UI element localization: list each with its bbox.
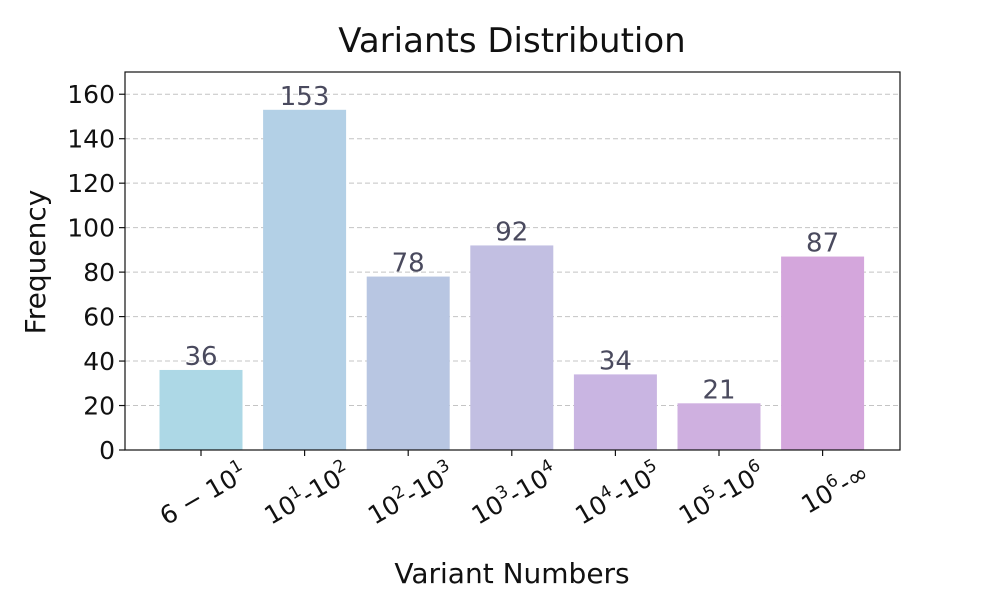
x-tick-layer: 6 − 101101-102102-103103-104104-105105-1… bbox=[153, 450, 874, 531]
x-tick-label: 103-104 bbox=[465, 455, 563, 530]
data-label: 34 bbox=[599, 346, 632, 376]
x-tick-label: 102-103 bbox=[362, 455, 460, 530]
y-tick-label: 40 bbox=[83, 347, 115, 376]
data-label: 87 bbox=[806, 229, 839, 259]
y-tick-label: 120 bbox=[67, 169, 115, 198]
x-tick-label: 106-∞ bbox=[795, 455, 874, 519]
data-label: 36 bbox=[184, 342, 217, 372]
y-tick-label: 60 bbox=[83, 303, 115, 332]
y-axis-label: Frequency bbox=[19, 190, 52, 335]
y-tick-label: 100 bbox=[67, 214, 115, 243]
data-label-layer: 36 153 78 92 34 21 87 bbox=[184, 82, 839, 406]
y-tick-layer: 0 20 40 60 80 100 120 140 160 bbox=[67, 80, 125, 465]
bar-layer bbox=[159, 109, 865, 451]
chart-title: Variants Distribution bbox=[338, 21, 685, 61]
bar bbox=[470, 245, 554, 450]
bar bbox=[573, 374, 657, 450]
bar bbox=[781, 256, 865, 450]
x-tick-label: 101-102 bbox=[258, 455, 356, 530]
x-tick-label: 104-105 bbox=[569, 455, 667, 530]
y-tick-label: 0 bbox=[99, 436, 115, 465]
data-label: 78 bbox=[392, 249, 425, 279]
data-label: 21 bbox=[702, 375, 735, 405]
x-axis-label: Variant Numbers bbox=[394, 557, 629, 590]
bar bbox=[159, 369, 243, 450]
y-tick-label: 80 bbox=[83, 258, 115, 287]
plot-frame bbox=[124, 71, 901, 451]
data-label: 92 bbox=[495, 217, 528, 247]
bar bbox=[677, 403, 761, 450]
bar bbox=[263, 109, 347, 451]
bar bbox=[366, 276, 450, 450]
data-label: 153 bbox=[280, 82, 330, 112]
x-tick-label: 105-106 bbox=[672, 455, 770, 530]
y-tick-label: 160 bbox=[67, 80, 115, 109]
y-tick-label: 20 bbox=[83, 392, 115, 421]
y-tick-label: 140 bbox=[67, 125, 115, 154]
x-tick-label: 6 − 101 bbox=[153, 455, 252, 530]
